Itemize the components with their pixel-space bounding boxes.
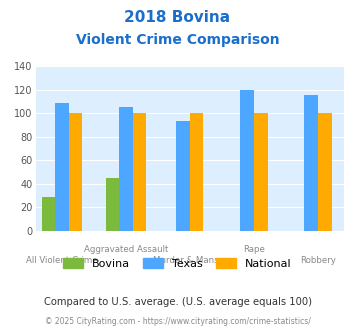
Text: 2018 Bovina: 2018 Bovina bbox=[125, 10, 230, 25]
Bar bbox=[176, 121, 190, 231]
Text: Aggravated Assault: Aggravated Assault bbox=[84, 245, 168, 254]
Bar bbox=[119, 107, 133, 231]
Text: © 2025 CityRating.com - https://www.cityrating.com/crime-statistics/: © 2025 CityRating.com - https://www.city… bbox=[45, 317, 310, 326]
Bar bbox=[55, 103, 69, 231]
Bar bbox=[69, 113, 82, 231]
Text: Rape: Rape bbox=[243, 245, 265, 254]
Bar bbox=[190, 113, 203, 231]
Bar bbox=[254, 113, 268, 231]
Legend: Bovina, Texas, National: Bovina, Texas, National bbox=[59, 254, 296, 273]
Text: Compared to U.S. average. (U.S. average equals 100): Compared to U.S. average. (U.S. average … bbox=[44, 297, 311, 307]
Bar bbox=[133, 113, 146, 231]
Bar bbox=[105, 178, 119, 231]
Bar bbox=[318, 113, 332, 231]
Bar bbox=[42, 197, 55, 231]
Text: All Violent Crime: All Violent Crime bbox=[26, 256, 98, 265]
Text: Robbery: Robbery bbox=[300, 256, 336, 265]
Text: Murder & Mans...: Murder & Mans... bbox=[153, 256, 227, 265]
Text: Violent Crime Comparison: Violent Crime Comparison bbox=[76, 33, 279, 47]
Bar bbox=[305, 95, 318, 231]
Bar bbox=[240, 89, 254, 231]
